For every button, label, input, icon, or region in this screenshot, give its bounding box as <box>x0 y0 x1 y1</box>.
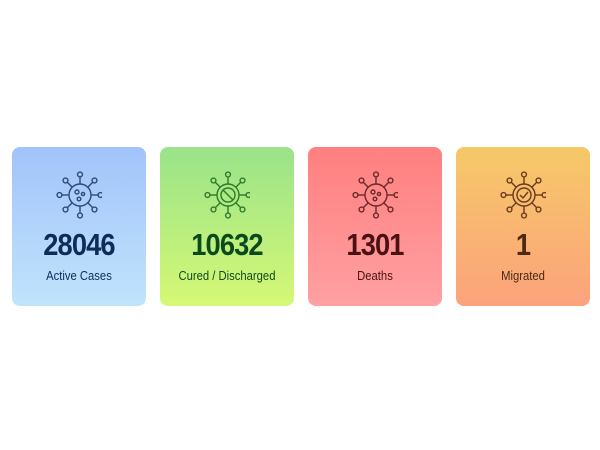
deaths-label: Deaths <box>357 269 393 283</box>
virus-icon <box>352 171 398 219</box>
cured-count: 10632 <box>191 227 263 262</box>
stat-card-active-cases: 28046 Active Cases <box>12 147 146 306</box>
migrated-label: Migrated <box>501 269 545 283</box>
stat-card-deaths: 1301 Deaths <box>308 147 442 306</box>
deaths-count: 1301 <box>346 227 404 262</box>
active-cases-label: Active Cases <box>46 269 112 283</box>
stat-card-cured: 10632 Cured / Discharged <box>160 147 294 306</box>
virus-check-icon <box>500 171 546 219</box>
stat-card-migrated: 1 Migrated <box>456 147 590 306</box>
cured-label: Cured / Discharged <box>178 269 276 283</box>
migrated-count: 1 <box>515 227 531 262</box>
virus-blocked-icon <box>204 171 250 219</box>
active-cases-count: 28046 <box>43 227 115 262</box>
virus-icon <box>56 171 102 219</box>
